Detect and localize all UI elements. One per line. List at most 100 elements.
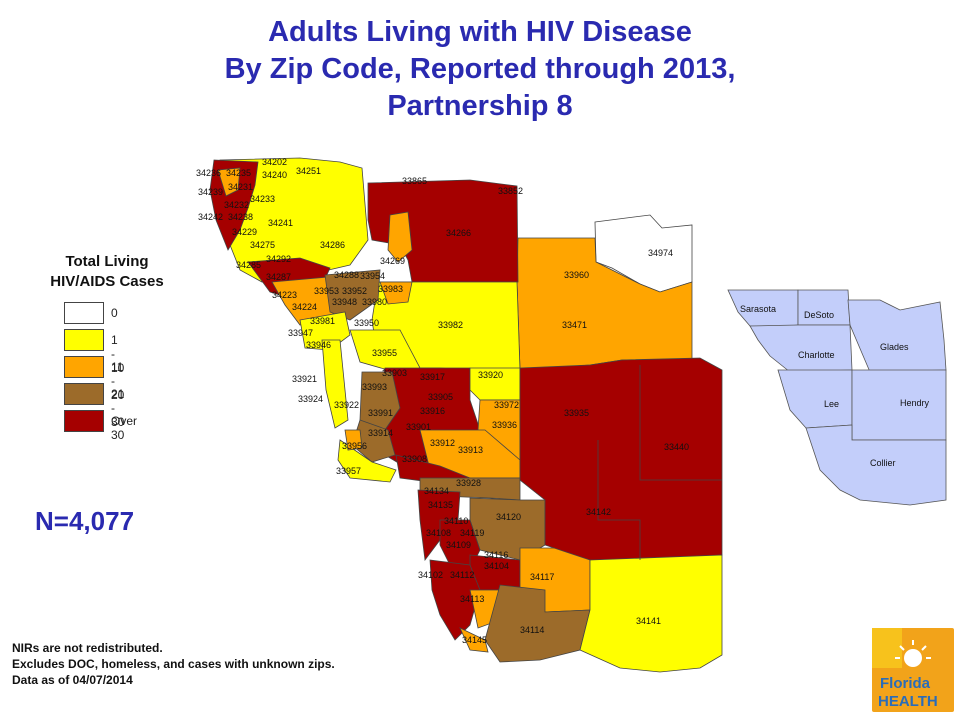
footnotes: NIRs are not redistributed. Excludes DOC… [12,640,335,688]
inset-county-lee [777,369,853,429]
zip-label: 33946 [306,340,331,350]
zip-region-33952 [324,269,381,321]
zip-label: 33905 [428,392,453,402]
zip-label: 34114 [520,625,544,635]
title-line-1: Adults Living with HIV Disease [268,16,692,48]
county-line [597,440,641,560]
zip-label: 34239 [198,187,223,197]
zip-label: 33982 [438,320,463,330]
inset-label-glades: Glades [880,342,909,352]
zip-label: 33981 [310,316,335,326]
zip-label: 34232 [224,200,249,210]
legend-swatch-brown [64,383,104,405]
inset-county-hendry [851,369,947,441]
inset-label-desoto: DeSoto [804,310,834,320]
zip-label: 34251 [296,166,321,176]
legend-title-line-2: HIV/AIDS Cases [50,273,164,290]
zip-label: 33928 [456,478,481,488]
zip-region-34141 [579,554,723,673]
legend-swatch-white [64,302,104,324]
zip-label: 33993 [362,382,387,392]
legend-title: Total Living HIV/AIDS Cases [22,252,192,292]
zip-label: 34110 [444,516,468,526]
zip-label: 33913 [458,445,483,455]
zip-label: 33901 [406,422,431,432]
zip-label: 34134 [424,486,449,496]
logo-word-health: HEALTH [878,693,938,710]
zip-label: 34102 [418,570,443,580]
zip-label: 33980 [362,297,387,307]
zip-label: 34117 [530,572,554,582]
zip-region-34233 [217,167,241,197]
legend-label: 1 - 10 [111,333,125,375]
zip-label: 34288 [334,270,359,280]
footnote-2: Excludes DOC, homeless, and cases with u… [12,657,335,671]
zip-label-group: 34236 34235 34202 34240 34251 34239 3423… [196,157,689,645]
map-title: Adults Living with HIV Disease By Zip Co… [0,14,960,125]
zip-label: 34240 [262,170,287,180]
sun-icon [904,649,922,667]
legend-label: 21 - 30 [111,387,125,429]
zip-label: 33903 [382,368,407,378]
zip-label: 33948 [332,297,357,307]
zip-label: 33950 [354,318,379,328]
zip-label: 34224 [292,302,317,312]
zip-region-33922 [321,339,349,429]
zip-label: 34112 [450,570,474,580]
zip-label: 34266 [446,228,471,238]
zip-label: 34285 [236,260,261,270]
title-line-3: Partnership 8 [387,90,573,122]
zip-label: 33954 [360,271,385,281]
florida-health-logo: Florida HEALTH [872,628,954,712]
zip-label: 33922 [334,400,359,410]
zip-label: 33983 [378,284,403,294]
zip-label: 34292 [266,254,291,264]
zip-label: 34141 [636,616,661,626]
inset-label-collier: Collier [870,458,896,468]
zip-label: 33908 [402,454,427,464]
zip-label: 33955 [372,348,397,358]
zip-label: 33440 [664,442,689,452]
inset-county-collier [805,424,947,506]
legend-swatch-yellow [64,329,104,351]
zip-region-33993 [359,371,401,441]
zip-label: 34275 [250,240,275,250]
inset-label-charlotte: Charlotte [798,350,835,360]
zip-label: 33921 [292,374,317,384]
zip-label: 34119 [460,528,484,538]
zip-label: 33917 [420,372,445,382]
zip-label: 33957 [336,466,361,476]
zip-label: 34286 [320,240,345,250]
zip-label: 33920 [478,370,503,380]
inset-county-charlotte [749,324,853,373]
zip-label: 34108 [426,528,451,538]
inset-map: Sarasota DeSoto Charlotte Glades Lee Hen… [727,289,947,506]
zip-label: 33865 [402,176,427,186]
logo-word-florida: Florida [880,675,931,692]
zip-label: 34229 [232,227,257,237]
zip-label: 33947 [288,328,313,338]
zip-label: 34231 [228,182,253,192]
zip-label: 34287 [266,272,291,282]
zip-label: 33852 [498,186,523,196]
zip-region-34269 [387,211,413,263]
zip-label: 34202 [262,157,287,167]
zip-label: 34236 [196,168,221,178]
total-count: N=4,077 [35,506,135,536]
zip-label: 33953 [314,286,339,296]
zip-label: 34142 [586,507,611,517]
legend-label: 11 - 20 [111,360,125,402]
zip-label: 34120 [496,512,521,522]
legend-title-line-1: Total Living [65,253,149,270]
zip-label: 33916 [420,406,445,416]
zip-region-34266 [367,179,519,283]
legend-label: Over 30 [111,414,138,442]
zip-label: 34113 [460,594,484,604]
zip-region-33956 [344,429,363,451]
legend-swatch-orange [64,356,104,378]
zip-label: 33991 [368,408,393,418]
legend-swatch-dark-red [64,410,104,432]
zip-label: 34241 [268,218,293,228]
zip-label: 34116 [484,550,508,560]
